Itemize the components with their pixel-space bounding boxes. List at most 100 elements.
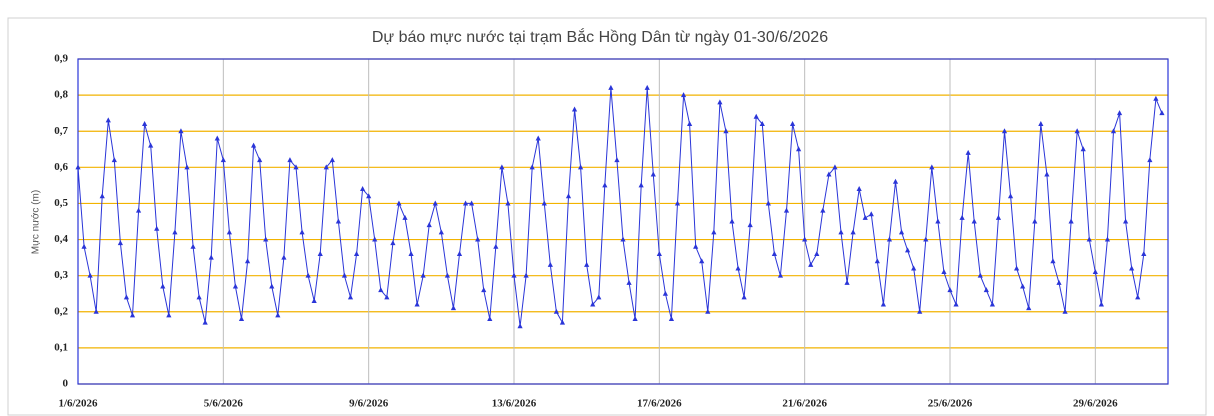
point-marker [923,236,929,242]
point-marker [178,128,184,134]
chart-title: Dự báo mực nước tại trạm Bắc Hồng Dân từ… [372,27,828,46]
y-tick-label: 0,7 [54,125,68,137]
point-marker [898,229,905,235]
point-marker [929,164,935,170]
point-marker [414,301,420,307]
point-marker [456,251,463,256]
point-marker [148,142,154,148]
point-marker [75,164,81,170]
point-marker [378,287,384,293]
point-marker [142,121,148,126]
point-marker [620,236,626,242]
x-tick-label: 21/6/2026 [782,398,827,410]
point-marker [911,265,917,271]
point-marker [1086,236,1092,242]
point-marker [190,243,196,249]
point-marker [335,218,341,224]
point-marker [687,121,693,126]
point-marker [432,200,438,206]
point-marker [826,171,832,177]
point-marker [293,164,299,170]
point-marker [578,164,584,170]
point-marker [99,193,105,199]
point-marker [469,200,475,206]
point-marker [517,323,523,329]
point-marker [777,272,784,278]
point-marker [1080,146,1086,152]
point-marker [650,171,656,177]
point-marker [481,287,487,293]
point-marker [499,164,505,170]
point-marker [529,164,535,170]
point-marker [1153,95,1159,101]
point-marker [1020,283,1026,289]
point-marker [390,240,396,246]
point-marker [166,312,172,318]
point-marker [287,157,293,163]
point-marker [281,254,287,260]
y-tick-label: 0,9 [54,53,68,65]
point-marker [699,258,705,264]
point-marker [1032,218,1038,224]
point-marker [263,236,269,242]
y-tick-label: 0,6 [54,161,68,173]
point-marker [426,222,432,228]
point-marker [1038,121,1044,126]
point-marker [626,279,632,285]
point-marker [1068,218,1074,224]
point-marker [771,251,777,256]
point-marker [81,243,87,249]
point-marker [862,214,868,220]
point-marker [129,312,136,318]
point-marker [1014,265,1020,271]
point-marker [741,294,747,300]
point-marker [789,121,796,126]
point-marker [238,316,245,321]
point-marker [87,272,93,278]
point-marker [184,164,190,170]
point-marker [820,207,826,213]
point-marker [353,251,360,256]
y-tick-label: 0,3 [54,269,68,281]
point-marker [971,218,977,224]
point-marker [1044,171,1050,177]
point-marker [154,225,160,231]
point-marker [989,301,995,307]
point-marker [808,261,814,267]
point-marker [596,294,602,300]
point-marker [438,229,444,235]
point-marker [953,301,959,307]
point-marker [983,287,989,293]
point-marker [384,294,390,300]
point-marker [535,135,541,141]
point-marker [347,294,354,300]
y-tick-label: 0,5 [54,197,68,209]
point-marker [214,135,220,141]
point-marker [317,251,323,256]
point-marker [1141,251,1147,256]
x-tick-label: 5/6/2026 [204,398,244,410]
point-marker [565,193,572,199]
point-marker [814,251,820,256]
point-marker [905,247,911,253]
point-marker [656,251,662,256]
point-marker [965,149,971,155]
point-marker [602,182,608,188]
point-marker [1110,128,1117,134]
point-marker [244,258,251,264]
point-marker [1147,157,1153,163]
point-marker [856,186,862,191]
point-marker [226,229,232,235]
point-marker [668,316,675,321]
point-marker [305,272,311,278]
point-marker [269,283,275,289]
point-marker [117,240,123,246]
y-tick-label: 0,8 [54,89,68,101]
point-marker [160,283,166,289]
y-tick-label: 0,4 [54,233,68,245]
point-marker [475,236,481,242]
point-marker [559,319,566,325]
point-marker [123,294,130,300]
